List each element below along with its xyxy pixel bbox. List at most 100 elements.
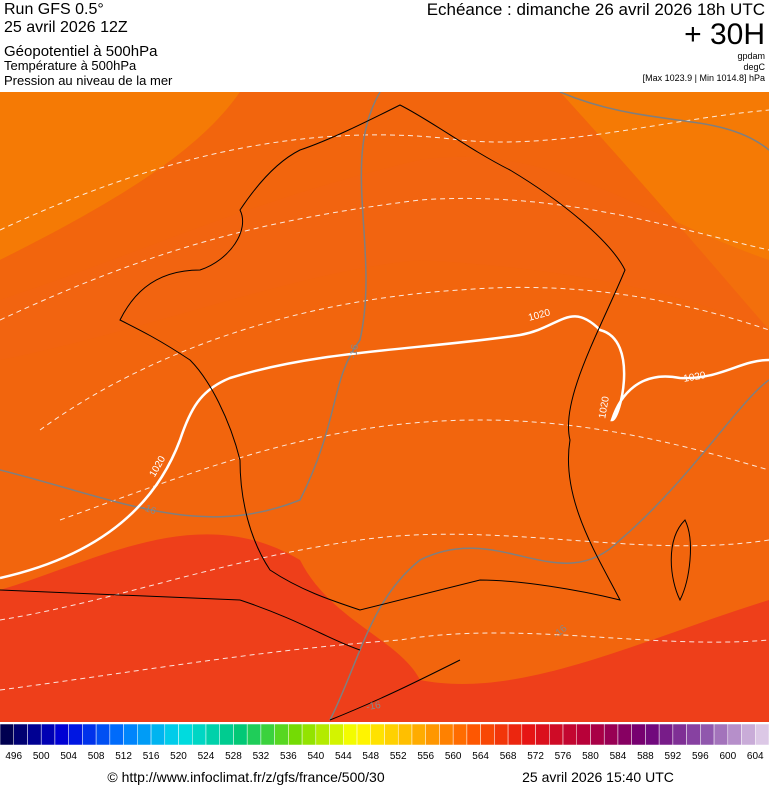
color-box	[425, 723, 440, 746]
color-box	[603, 723, 619, 746]
colorbar-label: 496	[5, 751, 22, 762]
valid-time: Echéance : dimanche 26 avril 2026 18h UT…	[427, 0, 765, 19]
field: Pression au niveau de la mer	[4, 73, 173, 88]
contour-label: 1020	[597, 395, 612, 419]
color-box	[713, 723, 729, 746]
color-box	[274, 723, 289, 746]
color-box	[40, 723, 56, 746]
color-box	[631, 723, 646, 746]
colorbar-label: 568	[500, 751, 517, 762]
lead-time: + 30H	[684, 18, 765, 51]
colorbar-label: 580	[582, 751, 599, 762]
color-box	[109, 723, 124, 746]
colorbar-label: 556	[417, 751, 434, 762]
color-box	[315, 723, 330, 746]
colorbar-label: 500	[33, 751, 50, 762]
coastline	[0, 104, 691, 721]
colorbar-label: 520	[170, 751, 187, 762]
isotherm	[0, 109, 769, 691]
color-box	[411, 723, 426, 746]
color-box	[178, 723, 193, 746]
isobar	[0, 315, 769, 580]
color-box	[494, 723, 509, 746]
colorbar-label: 504	[60, 751, 77, 762]
colorbar-label: 536	[280, 751, 297, 762]
colorbar-label: 600	[719, 751, 736, 762]
field: Température à 500hPa	[4, 58, 137, 73]
colorbar-label: 604	[747, 751, 764, 762]
run-date: 25 avril 2026 12Z	[4, 19, 128, 36]
color-box	[672, 723, 687, 746]
color-box	[384, 723, 399, 746]
colorbar-label: 524	[198, 751, 215, 762]
colorbar-label: 528	[225, 751, 242, 762]
color-box	[150, 723, 166, 746]
colorbar-label: 508	[88, 751, 105, 762]
color-box	[137, 723, 152, 746]
color-box	[343, 723, 358, 746]
color-box	[658, 723, 674, 746]
colorbar-label: 540	[307, 751, 324, 762]
color-box	[301, 723, 317, 746]
color-box	[645, 723, 660, 746]
color-box	[0, 723, 14, 746]
contour-label: -16	[365, 700, 382, 713]
isotherm-main	[0, 92, 769, 721]
footer-date: 25 avril 2026 15:40 UTC	[522, 769, 674, 785]
color-box	[617, 723, 632, 746]
color-box	[68, 723, 83, 746]
color-box	[466, 723, 481, 746]
colorbar-label: 596	[692, 751, 709, 762]
colorbar-label: 564	[472, 751, 489, 762]
color-box	[246, 723, 262, 746]
unit: gpdam	[737, 51, 765, 61]
color-box	[686, 723, 701, 746]
color-box	[562, 723, 578, 746]
color-box	[82, 723, 97, 746]
run: Run GFS 0.5°	[4, 1, 104, 18]
color-box	[123, 723, 138, 746]
color-box	[219, 723, 234, 746]
color-box	[370, 723, 385, 746]
colorbar-label: 584	[610, 751, 627, 762]
field: Géopotentiel à 500hPa	[4, 43, 158, 60]
color-box	[576, 723, 591, 746]
color-box	[535, 723, 550, 746]
color-box	[439, 723, 454, 746]
colorbar-label: 516	[143, 751, 160, 762]
colorbar-label: 552	[390, 751, 407, 762]
colorbar-label: 592	[665, 751, 682, 762]
color-box	[755, 723, 769, 746]
colorbar-label: 588	[637, 751, 654, 762]
unit: [Max 1023.9 | Min 1014.8] hPa	[643, 73, 765, 83]
color-box	[205, 723, 220, 746]
color-box	[288, 723, 303, 746]
color-box	[521, 723, 536, 746]
color-box	[452, 723, 468, 746]
color-box	[164, 723, 179, 746]
color-box	[590, 723, 605, 746]
color-box	[700, 723, 715, 746]
colorbar: 496 500 504 508 512 516 520 524 528 532 536 540 544 5…	[0, 723, 769, 762]
color-box	[13, 723, 28, 746]
color-box	[480, 723, 495, 746]
field-area	[0, 92, 240, 260]
color-box	[260, 723, 275, 746]
contour-label: 1020	[683, 370, 707, 385]
colorbar-label: 576	[555, 751, 572, 762]
contour-label: -16	[348, 343, 361, 360]
color-box	[356, 723, 372, 746]
colorbar-label: 544	[335, 751, 352, 762]
unit: degC	[743, 62, 765, 72]
field-area	[560, 92, 769, 330]
color-box	[549, 723, 564, 746]
color-box	[27, 723, 42, 746]
colorbar-label: 572	[527, 751, 544, 762]
color-box	[192, 723, 207, 746]
color-box	[233, 723, 248, 746]
color-box	[54, 723, 69, 746]
color-box	[397, 723, 413, 746]
colorbar-label: 560	[445, 751, 462, 762]
